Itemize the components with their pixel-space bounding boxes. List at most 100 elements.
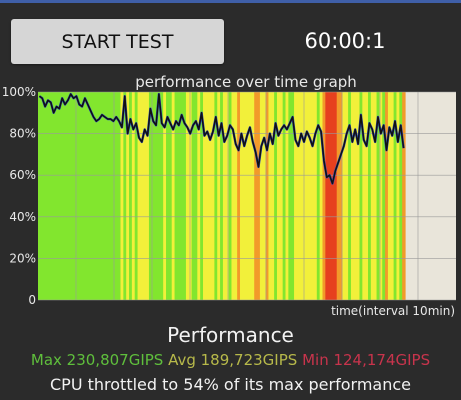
performance-line (38, 93, 405, 185)
heat-band (336, 92, 341, 300)
start-test-button[interactable]: START TEST (11, 19, 224, 64)
heat-band (288, 92, 292, 300)
heat-band (126, 92, 130, 300)
heat-band (385, 92, 389, 300)
graph-title: performance over time graph (135, 73, 357, 91)
heat-band (77, 92, 82, 300)
y-axis-ticks: 100% 80% 60% 40% 20% 0 (2, 85, 36, 307)
heat-band (217, 92, 221, 300)
heat-band (163, 92, 167, 300)
heat-band (180, 92, 184, 300)
heat-band (134, 92, 139, 300)
heat-band (69, 92, 73, 300)
heat-band (92, 92, 96, 300)
heat-band (348, 92, 352, 300)
heat-band (137, 92, 142, 300)
avg-performance: Avg 189,723GIPS (168, 351, 298, 369)
heat-band (97, 92, 102, 300)
heat-band (114, 92, 119, 300)
heat-band (242, 92, 247, 300)
heat-band (276, 92, 281, 300)
performance-graph: performance over time graph 100% 80% 60% 40… (2, 73, 456, 318)
heat-band (185, 92, 190, 300)
heat-band (368, 92, 372, 300)
heat-band (63, 92, 68, 300)
heat-band (40, 92, 45, 300)
heat-band (94, 92, 99, 300)
heat-band (200, 92, 204, 300)
y-tick-label: 0 (28, 293, 36, 307)
heat-band (234, 92, 238, 300)
heat-band (373, 92, 378, 300)
heat-band (177, 92, 181, 300)
heat-band (154, 92, 159, 300)
heat-band (171, 92, 176, 300)
heat-bands (38, 92, 406, 300)
heat-band (311, 92, 315, 300)
heat-band (248, 92, 252, 300)
heat-band (254, 92, 258, 300)
heat-band (83, 92, 87, 300)
heat-band (265, 92, 270, 300)
heat-band (345, 92, 349, 300)
heat-band (396, 92, 400, 300)
heat-band (350, 92, 355, 300)
top-accent-strip (0, 0, 461, 3)
heat-band (131, 92, 136, 300)
y-tick-label: 60% (9, 168, 36, 182)
throttle-message: CPU throttled to 54% of its max performa… (50, 375, 411, 394)
heat-band (237, 92, 241, 300)
heat-band (194, 92, 198, 300)
heat-band (268, 92, 272, 300)
heat-band (174, 92, 178, 300)
heat-band (333, 92, 338, 300)
heat-band (402, 92, 406, 300)
heat-band (191, 92, 196, 300)
heat-band (228, 92, 233, 300)
heat-band (166, 92, 170, 300)
heat-band (365, 92, 369, 300)
heat-band (148, 92, 153, 300)
heat-band (183, 92, 187, 300)
heat-band (38, 92, 42, 300)
heat-band (225, 92, 230, 300)
heat-band (74, 92, 79, 300)
heat-band (55, 92, 59, 300)
heat-band (342, 92, 346, 300)
heat-band (123, 92, 127, 300)
heat-band (291, 92, 295, 300)
heat-band (399, 92, 403, 300)
heat-band (103, 92, 107, 300)
heat-band (376, 92, 380, 300)
heat-band (274, 92, 278, 300)
heat-band (296, 92, 301, 300)
heat-band (305, 92, 309, 300)
test-timer: 60:00:1 (304, 29, 386, 53)
performance-stats: Max 230,807GIPS Avg 189,723GIPS Min 124,… (0, 350, 461, 370)
heat-band (86, 92, 90, 300)
heat-band (328, 92, 332, 300)
x-axis-label: time(interval 10min) (331, 304, 455, 318)
heat-band (294, 92, 298, 300)
heat-band (222, 92, 227, 300)
heat-band (60, 92, 65, 300)
heat-band (308, 92, 312, 300)
heat-band (393, 92, 398, 300)
heat-band (214, 92, 218, 300)
min-performance: Min 124,174GIPS (302, 351, 431, 369)
heat-band (331, 92, 335, 300)
heat-band (89, 92, 93, 300)
heat-band (390, 92, 395, 300)
heat-band (49, 92, 53, 300)
heat-band (259, 92, 264, 300)
heat-band (80, 92, 85, 300)
heat-band (52, 92, 56, 300)
heat-band (220, 92, 224, 300)
heat-band (316, 92, 321, 300)
heat-band (160, 92, 164, 300)
heat-band (151, 92, 156, 300)
heat-band (157, 92, 161, 300)
heat-band (57, 92, 62, 300)
heat-band (205, 92, 210, 300)
